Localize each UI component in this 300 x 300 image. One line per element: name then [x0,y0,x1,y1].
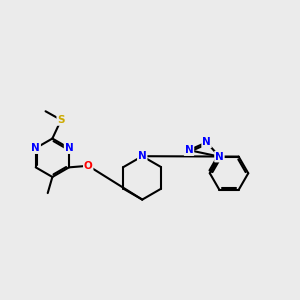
Text: N: N [202,137,211,147]
Text: N: N [32,143,40,153]
Text: O: O [84,161,93,171]
Text: S: S [57,115,65,125]
Text: N: N [184,145,194,155]
Text: N: N [138,151,147,161]
Text: N: N [215,152,224,162]
Text: N: N [64,143,74,153]
